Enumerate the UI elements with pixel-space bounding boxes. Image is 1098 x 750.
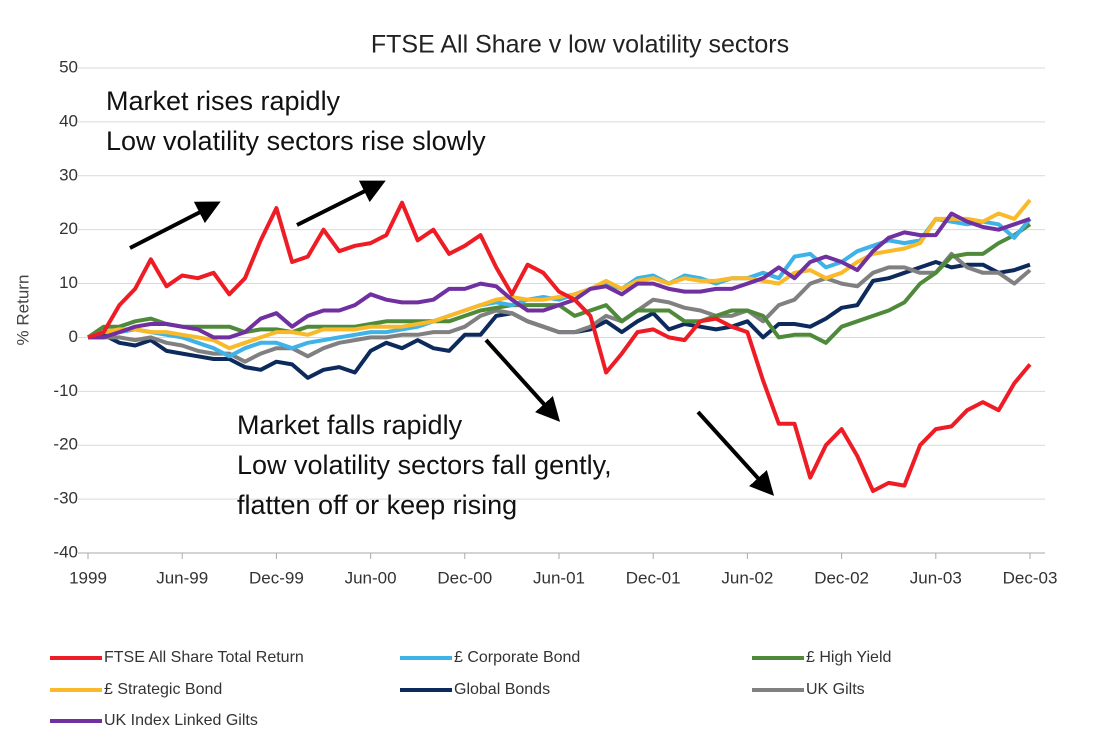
x-tick-label: Dec-01: [626, 568, 681, 587]
legend-label: FTSE All Share Total Return: [104, 649, 304, 666]
arrow: [296, 180, 386, 227]
legend-label: £ Corporate Bond: [454, 649, 580, 666]
annotation: Low volatility sectors rise slowly: [106, 126, 486, 156]
annotation: Market rises rapidly: [106, 86, 341, 116]
arrow: [129, 201, 221, 250]
legend: FTSE All Share Total Return £ Corporate B…: [50, 649, 891, 729]
arrows: [129, 180, 775, 496]
x-tick-label: Dec-03: [1003, 568, 1058, 587]
y-tick-label: 20: [59, 219, 78, 238]
arrow: [484, 338, 561, 422]
series-line: [87, 200, 1032, 493]
y-tick-label: 40: [59, 111, 78, 130]
y-tick-label: -10: [53, 381, 78, 400]
chart-title: FTSE All Share v low volatility sectors: [371, 31, 789, 59]
legend-label: £ Strategic Bond: [104, 681, 222, 698]
legend-label: UK Gilts: [806, 681, 865, 698]
y-tick-label: 0: [69, 327, 78, 346]
x-tick-label: Dec-02: [814, 568, 869, 587]
x-tick-label: Jun-03: [910, 568, 962, 587]
x-tick-label: 1999: [69, 568, 107, 587]
series-line: [88, 251, 1032, 364]
annotation: flatten off or keep rising: [237, 490, 517, 520]
annotation: Low volatility sectors fall gently,: [237, 450, 612, 480]
x-tick-label: Dec-00: [437, 568, 492, 587]
y-tick-label: -20: [53, 435, 78, 454]
y-tick-label: 50: [59, 57, 78, 76]
legend-label: UK Index Linked Gilts: [104, 712, 258, 729]
y-tick-label: 30: [59, 165, 78, 184]
x-tick-label: Jun-00: [345, 568, 397, 587]
x-tick-label: Dec-99: [249, 568, 304, 587]
y-tick-label: -40: [53, 542, 78, 561]
arrow: [696, 410, 775, 496]
x-tick-label: Jun-01: [533, 568, 585, 587]
annotation: Market falls rapidly: [237, 410, 463, 440]
x-tick-label: Jun-99: [156, 568, 208, 587]
series-line: [88, 211, 1031, 340]
y-axis-label: % Return: [13, 275, 32, 346]
legend-label: £ High Yield: [806, 649, 891, 666]
y-tick-label: -30: [53, 489, 78, 508]
x-tick-label: Jun-02: [721, 568, 773, 587]
grid: -40 -30 -20 -10 0 10 20 30 40 50 1999 Jun-99 Dec-99 J…: [53, 57, 1057, 587]
y-tick-label: 10: [59, 273, 78, 292]
series-line: [87, 216, 1032, 359]
legend-label: Global Bonds: [454, 681, 550, 698]
lines: [86, 198, 1032, 493]
